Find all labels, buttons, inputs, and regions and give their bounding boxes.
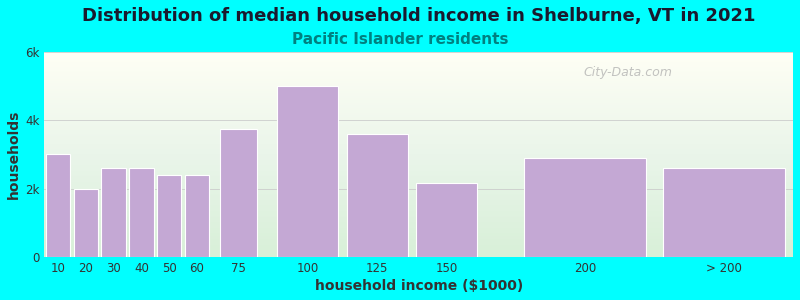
- Bar: [278, 86, 338, 257]
- Bar: [46, 154, 70, 257]
- Bar: [662, 168, 785, 257]
- Bar: [74, 188, 98, 257]
- X-axis label: household income ($1000): household income ($1000): [314, 279, 523, 293]
- Y-axis label: households: households: [7, 110, 21, 199]
- Bar: [346, 134, 408, 257]
- Bar: [157, 175, 182, 257]
- Text: City-Data.com: City-Data.com: [583, 66, 672, 79]
- Bar: [416, 183, 477, 257]
- Text: Pacific Islander residents: Pacific Islander residents: [292, 32, 508, 46]
- Bar: [220, 129, 257, 257]
- Bar: [185, 175, 209, 257]
- Bar: [524, 158, 646, 257]
- Title: Distribution of median household income in Shelburne, VT in 2021: Distribution of median household income …: [82, 7, 755, 25]
- Bar: [130, 168, 154, 257]
- Bar: [102, 168, 126, 257]
